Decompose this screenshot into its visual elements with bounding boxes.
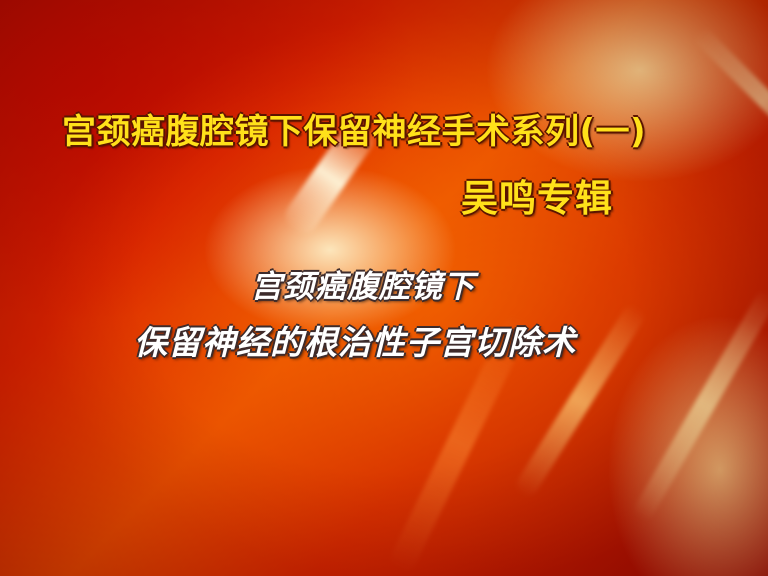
series-subtitle: 吴鸣专辑	[461, 177, 613, 220]
light-streak	[631, 287, 768, 523]
episode-title-line-2: 保留神经的根治性子宫切除术	[134, 323, 576, 362]
light-streak	[691, 25, 768, 173]
series-title: 宫颈癌腹腔镜下保留神经手术系列(一)	[62, 112, 647, 152]
episode-title-line-1: 宫颈癌腹腔镜下	[251, 269, 475, 305]
